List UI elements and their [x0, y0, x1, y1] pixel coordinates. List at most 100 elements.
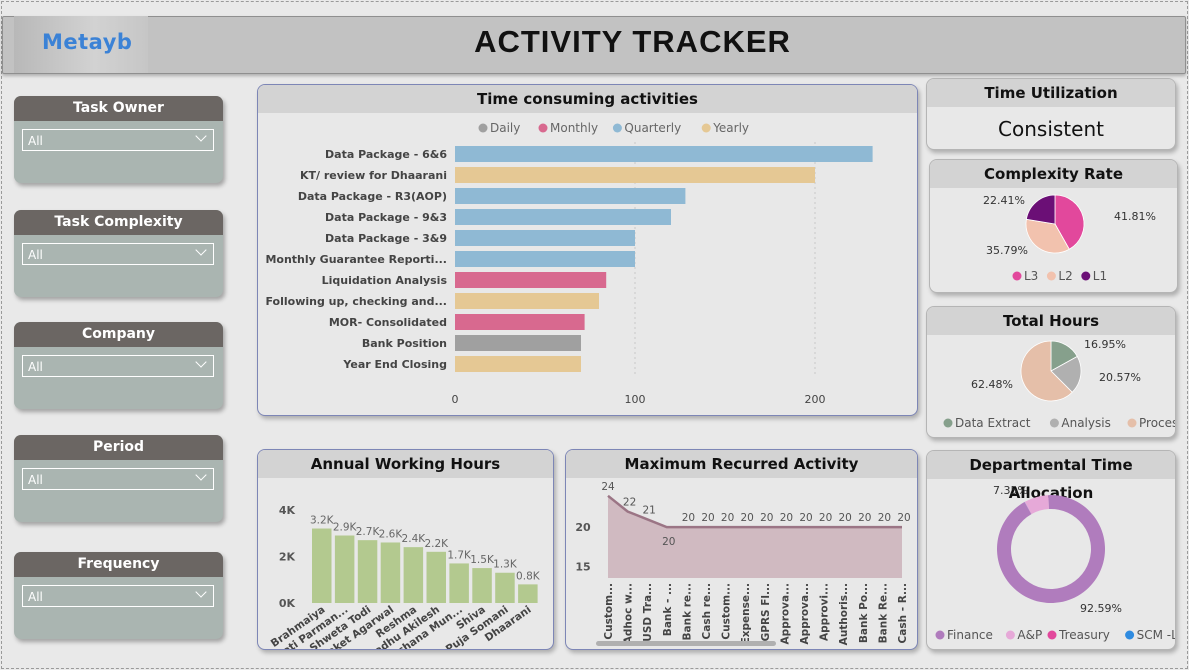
area-fill [608, 495, 902, 578]
data-label: 20 [721, 512, 734, 524]
category-label: MOR- Consolidated [329, 316, 447, 329]
category-label: Data Package - 9&3 [325, 211, 447, 224]
time-utilization-card: Time Utilization Consistent [926, 78, 1176, 150]
legend-marker [1049, 418, 1059, 428]
pie-slice [1050, 355, 1082, 393]
x-tick-label: Approva... [799, 583, 811, 644]
donut-slice [1024, 501, 1032, 515]
category-label: Data Package - R3(AOP) [298, 190, 447, 203]
slicer-task-complexity: Task Complexity All [14, 210, 223, 297]
legend-marker [1125, 630, 1135, 640]
dropdown-value: All [28, 590, 43, 604]
data-label: 2.4K [402, 533, 427, 545]
recurred-activity-card: Maximum Recurred Activity 20 15 24 Custom..… [565, 449, 918, 650]
slice-label: 20.57% [1099, 371, 1141, 384]
x-tick-label: Adhoc w... [623, 583, 635, 644]
legend-marker [1005, 630, 1015, 640]
legend-label: Daily [490, 121, 520, 135]
departmental-chart: 7.35% 92.59% Finance A&P Treasury SCM -Lo... [935, 484, 1175, 642]
legend-marker [1127, 418, 1137, 428]
bar [403, 547, 424, 603]
bar [455, 251, 635, 267]
header-bar [2, 16, 1186, 74]
x-tick-label: GPRS Fl... [760, 583, 772, 641]
pie-slice [1025, 218, 1070, 254]
dropdown-value: All [28, 360, 43, 374]
legend-label: Treasury [1058, 628, 1110, 642]
slice-label: 62.48% [971, 378, 1013, 391]
annual-hours-card: Annual Working Hours 4K 2K 0K 3.2K Brahmaiya… [257, 449, 554, 650]
x-tick-label: 200 [805, 393, 826, 406]
task-complexity-dropdown[interactable]: All [22, 243, 214, 265]
data-label: 24 [601, 481, 615, 493]
category-label: Bank Position [362, 337, 447, 350]
legend-label: Finance [947, 628, 993, 642]
y-tick-label: 20 [575, 521, 591, 534]
donut-slice [997, 495, 1105, 603]
chevron-down-icon [195, 469, 207, 481]
legend-marker [935, 630, 945, 640]
data-label: 20 [662, 536, 675, 548]
pie-slice [1054, 194, 1085, 250]
data-label: 20 [741, 512, 754, 524]
bar [455, 272, 607, 288]
task-owner-dropdown[interactable]: All [22, 129, 214, 151]
page-title: ACTIVITY TRACKER [474, 24, 791, 59]
frequency-dropdown[interactable]: All [22, 585, 214, 607]
legend-label: Processing [1139, 416, 1176, 430]
bar [472, 568, 492, 603]
x-tick-label: Approva... [779, 583, 791, 644]
card-title: Annual Working Hours [258, 450, 553, 478]
data-label: 2.9K [333, 522, 358, 534]
bar [426, 551, 446, 603]
data-label: 20 [819, 512, 832, 524]
slice-label: 41.81% [1114, 210, 1156, 223]
slicer-label: Company [14, 322, 223, 347]
data-label: 20 [858, 512, 871, 524]
category-label: Data Package - 3&9 [325, 232, 447, 245]
data-label: 1.3K [493, 559, 518, 571]
legend-label: Monthly [550, 121, 598, 135]
card-title: Time Utilization [927, 79, 1175, 107]
data-label: 1.5K [470, 554, 495, 566]
bar [455, 356, 581, 372]
x-tick-label: 100 [625, 393, 646, 406]
chevron-down-icon [195, 130, 207, 142]
legend-label: Data Extract [955, 416, 1031, 430]
slicer-frequency: Frequency All [14, 552, 223, 639]
bar [495, 572, 515, 603]
complexity-rate-chart: 41.81% 35.79% 22.41% L3 L2 L1 [983, 194, 1156, 283]
data-label: 20 [799, 512, 812, 524]
period-dropdown[interactable]: All [22, 468, 214, 490]
bar [455, 314, 585, 330]
data-label: 20 [878, 512, 891, 524]
slice-label: 92.59% [1080, 602, 1122, 615]
pie-slice [1020, 340, 1073, 402]
slicer-label: Task Complexity [14, 210, 223, 235]
bar [334, 535, 355, 603]
x-tick-label: Authoris... [838, 583, 850, 645]
company-dropdown[interactable]: All [22, 355, 214, 377]
slicer-label: Period [14, 435, 223, 460]
data-label: 20 [839, 512, 852, 524]
bar [357, 540, 378, 603]
card-title: Time consuming activities [258, 85, 917, 113]
slice-label: 7.35% [993, 484, 1028, 497]
slicer-label: Frequency [14, 552, 223, 577]
bar [455, 230, 635, 246]
x-tick-label: Custom... [721, 583, 733, 640]
data-label: 2.2K [424, 538, 449, 550]
horizontal-scrollbar[interactable] [596, 641, 776, 646]
legend-label: Quarterly [624, 121, 681, 135]
legend-label: Yearly [712, 121, 749, 135]
departmental-card: Departmental Time Allocation 7.35% 92.59%… [926, 450, 1176, 650]
x-tick-label: Cash re... [701, 583, 713, 639]
legend-marker [612, 123, 622, 133]
card-title: Complexity Rate [930, 160, 1177, 188]
legend-label: L3 [1024, 269, 1038, 283]
legend-marker [1047, 630, 1057, 640]
y-tick-label: 15 [575, 560, 590, 573]
data-label: 20 [682, 512, 695, 524]
data-label: 22 [623, 496, 636, 508]
pie-slice [1025, 194, 1056, 225]
